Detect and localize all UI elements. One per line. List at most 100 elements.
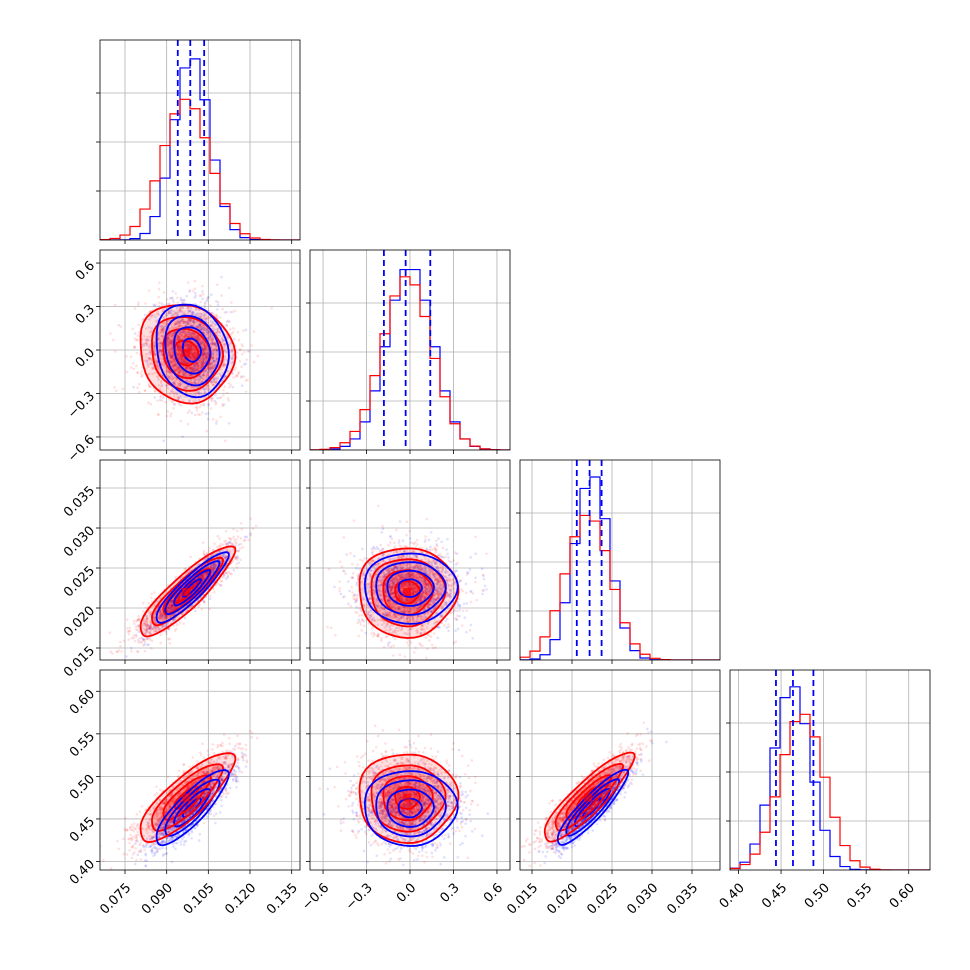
scatter-point [184, 324, 187, 327]
scatter-point [194, 353, 198, 356]
scatter-point [187, 346, 191, 350]
scatter-point [202, 356, 205, 359]
scatter-point [152, 303, 156, 307]
scatter-point [202, 392, 206, 395]
scatter-point [170, 347, 173, 350]
scatter-point [194, 368, 198, 372]
scatter-point [202, 324, 205, 328]
scatter-point [196, 338, 199, 341]
scatter-point [173, 363, 177, 367]
scatter-point [177, 366, 181, 369]
scatter-point [184, 361, 187, 365]
scatter-point [177, 353, 181, 356]
panel-content [520, 460, 720, 660]
scatter-point [173, 312, 176, 316]
scatter-point [212, 359, 216, 362]
scatter-point [199, 300, 202, 304]
scatter-point [176, 344, 179, 348]
scatter-point [214, 344, 217, 347]
scatter-point [166, 337, 170, 341]
scatter-point [230, 357, 234, 361]
scatter-point [167, 311, 171, 315]
scatter-point [173, 376, 177, 379]
scatter-point [168, 347, 171, 351]
scatter-point [193, 313, 197, 316]
scatter-point [142, 335, 146, 338]
scatter-point [188, 324, 191, 327]
scatter-point [203, 312, 206, 316]
scatter-point [215, 378, 219, 381]
scatter-point [181, 435, 184, 439]
scatter-point [190, 357, 193, 361]
scatter-point [198, 315, 202, 319]
scatter-point [187, 373, 191, 376]
scatter-point [201, 351, 204, 355]
scatter-point [194, 351, 197, 355]
scatter-point [205, 359, 208, 362]
scatter-point [148, 346, 151, 349]
scatter-point [181, 301, 185, 305]
scatter-point [193, 335, 197, 338]
scatter-point [212, 379, 216, 382]
scatter-point [227, 286, 231, 290]
scatter-point [187, 309, 191, 313]
scatter-point [196, 368, 200, 372]
scatter-point [173, 364, 177, 368]
scatter-point [153, 345, 157, 348]
scatter-point [209, 365, 213, 368]
scatter-point [203, 346, 207, 350]
scatter-point [209, 380, 213, 383]
scatter-point [160, 352, 164, 355]
scatter-point [166, 337, 169, 340]
scatter-point [195, 361, 199, 365]
scatter-point [209, 365, 212, 368]
scatter-point [191, 320, 195, 324]
scatter-point [204, 355, 208, 359]
scatter-point [143, 649, 147, 653]
scatter-point [178, 349, 181, 353]
scatter-point [189, 332, 193, 336]
scatter-point [190, 365, 193, 369]
scatter-point [167, 375, 170, 378]
scatter-point [179, 346, 182, 349]
scatter-point [159, 394, 162, 398]
scatter-point [177, 324, 181, 328]
scatter-point [205, 349, 209, 353]
scatter-point [194, 381, 197, 384]
scatter-point [215, 299, 218, 303]
scatter-point [184, 345, 188, 349]
scatter-point [189, 351, 193, 354]
scatter-point [169, 362, 173, 365]
scatter-point [188, 319, 191, 322]
scatter-point [184, 366, 187, 369]
scatter-point [195, 365, 198, 368]
scatter-point [139, 372, 143, 376]
scatter-point [190, 347, 193, 351]
scatter-point [176, 337, 180, 340]
scatter-point [204, 345, 207, 348]
scatter-point [211, 311, 215, 315]
scatter-point [193, 350, 197, 353]
scatter-point [196, 335, 200, 339]
scatter-point [209, 320, 213, 323]
scatter-point [184, 385, 188, 389]
scatter-point [195, 364, 198, 368]
scatter-point [209, 371, 213, 375]
panel-2-2 [516, 459, 721, 664]
panel-1-0 [96, 249, 301, 454]
scatter-point [186, 342, 189, 346]
scatter-point [171, 351, 175, 354]
scatter-point [198, 315, 202, 319]
scatter-point [156, 412, 160, 416]
scatter-point [180, 357, 184, 361]
scatter-point [208, 333, 212, 336]
scatter-point [203, 328, 206, 332]
scatter-point [161, 374, 165, 378]
scatter-point [178, 384, 181, 387]
scatter-point [227, 320, 231, 324]
scatter-point [201, 329, 205, 332]
scatter-point [232, 353, 235, 356]
scatter-point [220, 337, 224, 341]
scatter-point [211, 344, 214, 347]
scatter-point [185, 341, 189, 345]
